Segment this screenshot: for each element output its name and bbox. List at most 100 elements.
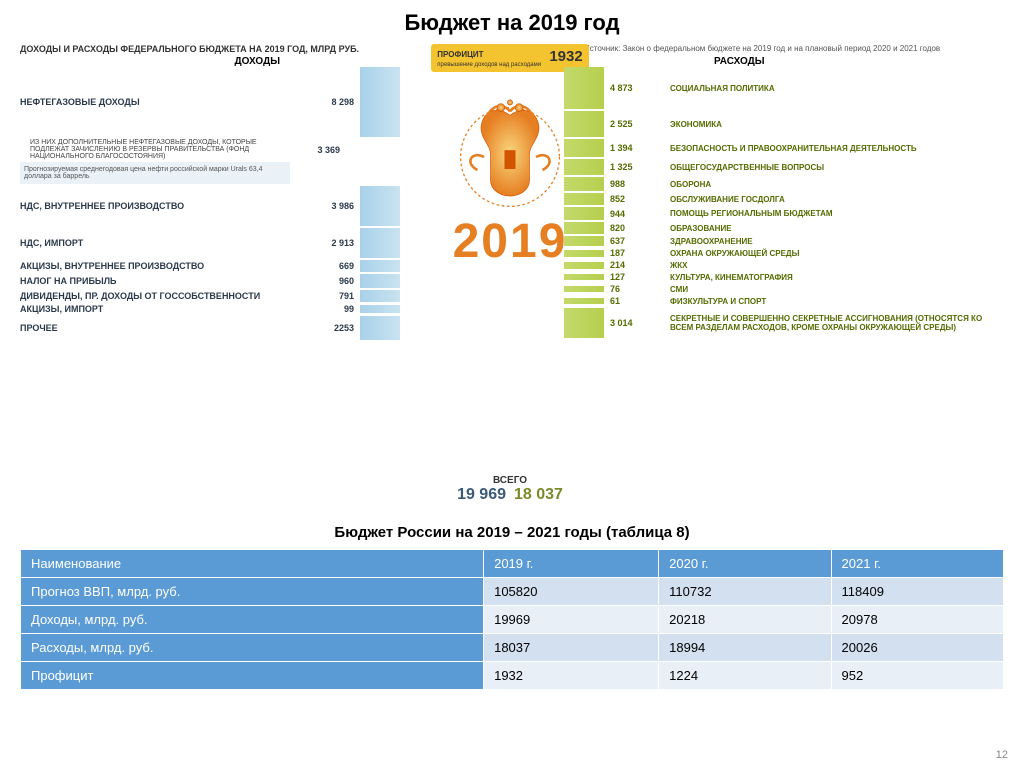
slide-title: Бюджет на 2019 год: [20, 10, 1004, 36]
income-value: 3 986: [304, 201, 354, 211]
table-row: Прогноз ВВП, млрд. руб.10582011073211840…: [21, 578, 1004, 606]
proficit-value: 1932: [549, 48, 582, 65]
table-row: Расходы, млрд. руб.180371899420026: [21, 634, 1004, 662]
expenses-label: РАСХОДЫ: [584, 56, 1004, 67]
expense-value: 1 325: [610, 162, 660, 172]
income-flows: НЕФТЕГАЗОВЫЕ ДОХОДЫ 8 298 ИЗ НИХ ДОПОЛНИ…: [20, 67, 400, 342]
expense-label: ЖКХ: [670, 261, 1004, 270]
income-label: ПРОЧЕЕ: [20, 323, 294, 333]
table-header: Наименование: [21, 550, 484, 578]
income-flow-item: ПРОЧЕЕ 2253: [20, 316, 400, 340]
income-sublabel: ИЗ НИХ ДОПОЛНИТЕЛЬНЫЕ НЕФТЕГАЗОВЫЕ ДОХОД…: [30, 139, 280, 160]
expense-label: ОБЩЕГОСУДАРСТВЕННЫЕ ВОПРОСЫ: [670, 163, 1004, 172]
expense-flow-item: 2 525 ЭКОНОМИКА: [564, 111, 1004, 137]
income-flow-item: НДС, ВНУТРЕННЕЕ ПРОИЗВОДСТВО 3 986: [20, 186, 400, 226]
expense-flow-item: 637 ЗДРАВООХРАНЕНИЕ: [564, 236, 1004, 246]
expense-bar: [564, 159, 604, 175]
table-cell: 952: [831, 662, 1003, 690]
table-rowhead: Доходы, млрд. руб.: [21, 606, 484, 634]
income-flow-item: АКЦИЗЫ, ИМПОРТ 99: [20, 304, 400, 314]
income-bar: [360, 260, 400, 272]
table-row: Профицит19321224952: [21, 662, 1004, 690]
expense-bar: [564, 262, 604, 269]
table-caption: Бюджет России на 2019 – 2021 годы (табли…: [20, 524, 1004, 541]
income-sub-item: ИЗ НИХ ДОПОЛНИТЕЛЬНЫЕ НЕФТЕГАЗОВЫЕ ДОХОД…: [20, 139, 400, 160]
expense-flow-item: 1 325 ОБЩЕГОСУДАРСТВЕННЫЕ ВОПРОСЫ: [564, 159, 1004, 175]
expense-bar: [564, 177, 604, 191]
table-cell: 110732: [659, 578, 831, 606]
table-cell: 20218: [659, 606, 831, 634]
table-cell: 1932: [484, 662, 659, 690]
expense-flow-item: 820 ОБРАЗОВАНИЕ: [564, 222, 1004, 234]
expense-value: 852: [610, 194, 660, 204]
income-bar: [360, 228, 400, 258]
table-cell: 105820: [484, 578, 659, 606]
expense-label: ФИЗКУЛЬТУРА И СПОРТ: [670, 297, 1004, 306]
income-bar: [360, 186, 400, 226]
expense-label: БЕЗОПАСНОСТЬ И ПРАВООХРАНИТЕЛЬНАЯ ДЕЯТЕЛ…: [670, 144, 1004, 153]
income-bar: [360, 316, 400, 340]
expense-bar: [564, 139, 604, 157]
expense-flow-item: 944 ПОМОЩЬ РЕГИОНАЛЬНЫМ БЮДЖЕТАМ: [564, 207, 1004, 220]
expense-label: ОБОРОНА: [670, 180, 1004, 189]
income-value: 960: [304, 276, 354, 286]
income-label: НДС, ИМПОРТ: [20, 238, 294, 248]
totals-box: ВСЕГО 19 969 18 037: [390, 475, 630, 504]
table-header: 2020 г.: [659, 550, 831, 578]
income-value: 2 913: [304, 238, 354, 248]
expense-flow-item: 76 СМИ: [564, 284, 1004, 294]
expense-label: ЗДРАВООХРАНЕНИЕ: [670, 237, 1004, 246]
income-label: АКЦИЗЫ, ВНУТРЕННЕЕ ПРОИЗВОДСТВО: [20, 261, 294, 271]
table-cell: 20978: [831, 606, 1003, 634]
proficit-label: ПРОФИЦИТ: [437, 50, 483, 59]
expense-bar: [564, 236, 604, 246]
income-value: 8 298: [304, 97, 354, 107]
expense-label: СОЦИАЛЬНАЯ ПОЛИТИКА: [670, 84, 1004, 93]
expense-bar: [564, 286, 604, 292]
income-bar: [360, 290, 400, 302]
expense-label: ОБСЛУЖИВАНИЕ ГОСДОЛГА: [670, 195, 1004, 204]
table-rowhead: Расходы, млрд. руб.: [21, 634, 484, 662]
income-label: НЕФТЕГАЗОВЫЕ ДОХОДЫ: [20, 97, 294, 107]
expense-bar: [564, 308, 604, 338]
income-flow-item: НЕФТЕГАЗОВЫЕ ДОХОДЫ 8 298: [20, 67, 400, 137]
sankey-diagram: ДОХОДЫ И РАСХОДЫ ФЕДЕРАЛЬНОГО БЮДЖЕТА НА…: [20, 44, 1004, 514]
expense-bar: [564, 222, 604, 234]
income-value: 669: [304, 261, 354, 271]
total-income: 19 969: [457, 486, 506, 504]
income-value: 791: [304, 291, 354, 301]
table-rowhead: Профицит: [21, 662, 484, 690]
table-cell: 20026: [831, 634, 1003, 662]
expense-bar: [564, 111, 604, 137]
expense-value: 2 525: [610, 119, 660, 129]
table-row: Доходы, млрд. руб.199692021820978: [21, 606, 1004, 634]
expense-bar: [564, 207, 604, 220]
income-flow-item: АКЦИЗЫ, ВНУТРЕННЕЕ ПРОИЗВОДСТВО 669: [20, 260, 400, 272]
table-header: 2019 г.: [484, 550, 659, 578]
sankey-header-left: ДОХОДЫ И РАСХОДЫ ФЕДЕРАЛЬНОГО БЮДЖЕТА НА…: [20, 44, 380, 54]
expense-bar: [564, 298, 604, 304]
income-flow-item: ДИВИДЕНДЫ, ПР. ДОХОДЫ ОТ ГОССОБСТВЕННОСТ…: [20, 290, 400, 302]
expense-flow-item: 1 394 БЕЗОПАСНОСТЬ И ПРАВООХРАНИТЕЛЬНАЯ …: [564, 139, 1004, 157]
income-value: 2253: [304, 323, 354, 333]
expense-value: 4 873: [610, 83, 660, 93]
incomes-label: ДОХОДЫ: [20, 56, 380, 67]
total-expense: 18 037: [514, 486, 563, 504]
table-rowhead: Прогноз ВВП, млрд. руб.: [21, 578, 484, 606]
expense-flow-item: 61 ФИЗКУЛЬТУРА И СПОРТ: [564, 296, 1004, 306]
table-cell: 18994: [659, 634, 831, 662]
expense-value: 1 394: [610, 143, 660, 153]
expense-flow-item: 127 КУЛЬТУРА, КИНЕМАТОГРАФИЯ: [564, 272, 1004, 282]
income-label: НДС, ВНУТРЕННЕЕ ПРОИЗВОДСТВО: [20, 201, 294, 211]
expense-value: 637: [610, 236, 660, 246]
expense-bar: [564, 67, 604, 109]
expense-bar: [564, 250, 604, 257]
expense-flow-item: 988 ОБОРОНА: [564, 177, 1004, 191]
income-label: ДИВИДЕНДЫ, ПР. ДОХОДЫ ОТ ГОССОБСТВЕННОСТ…: [20, 291, 294, 301]
expense-value: 988: [610, 179, 660, 189]
table-cell: 19969: [484, 606, 659, 634]
table-cell: 118409: [831, 578, 1003, 606]
expense-value: 187: [610, 248, 660, 258]
expense-label: ЭКОНОМИКА: [670, 120, 1004, 129]
table-header: 2021 г.: [831, 550, 1003, 578]
